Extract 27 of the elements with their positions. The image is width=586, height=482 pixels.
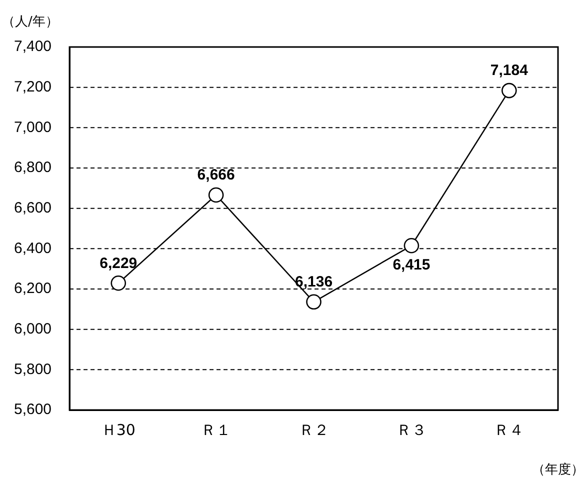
x-tick-label: Ｒ１ <box>201 420 232 439</box>
data-label: 6,136 <box>294 274 333 291</box>
y-tick-label: 7,200 <box>14 78 52 96</box>
data-label: 6,415 <box>392 256 430 274</box>
y-tick-label: 7,000 <box>14 118 52 136</box>
y-tick-label: 6,600 <box>14 199 52 216</box>
data-label: 7,184 <box>490 62 529 80</box>
data-label: 6,666 <box>197 166 235 184</box>
y-tick-label: 7,400 <box>14 38 52 56</box>
y-tick-label: 6,800 <box>14 159 52 176</box>
data-label: 6,229 <box>100 254 138 272</box>
y-tick-label: 5,600 <box>14 401 52 418</box>
y-tick-label: 5,800 <box>14 360 52 378</box>
y-tick-label: 6,200 <box>14 280 52 298</box>
point <box>306 294 322 310</box>
y-tick-label: 6,400 <box>14 240 52 257</box>
point <box>502 82 517 98</box>
point <box>110 276 126 291</box>
y-tick-label: 6,000 <box>14 320 52 338</box>
x-tick-label: Ｈ30 <box>101 420 136 439</box>
y-axis-title: （人/年） <box>2 14 58 30</box>
point <box>208 187 224 203</box>
x-tick-label: Ｒ２ <box>298 420 329 439</box>
x-tick-label: Ｒ４ <box>494 420 524 439</box>
x-tick-label: Ｒ３ <box>396 420 426 439</box>
x-axis-title: （年度） <box>532 461 584 478</box>
point <box>404 238 420 254</box>
